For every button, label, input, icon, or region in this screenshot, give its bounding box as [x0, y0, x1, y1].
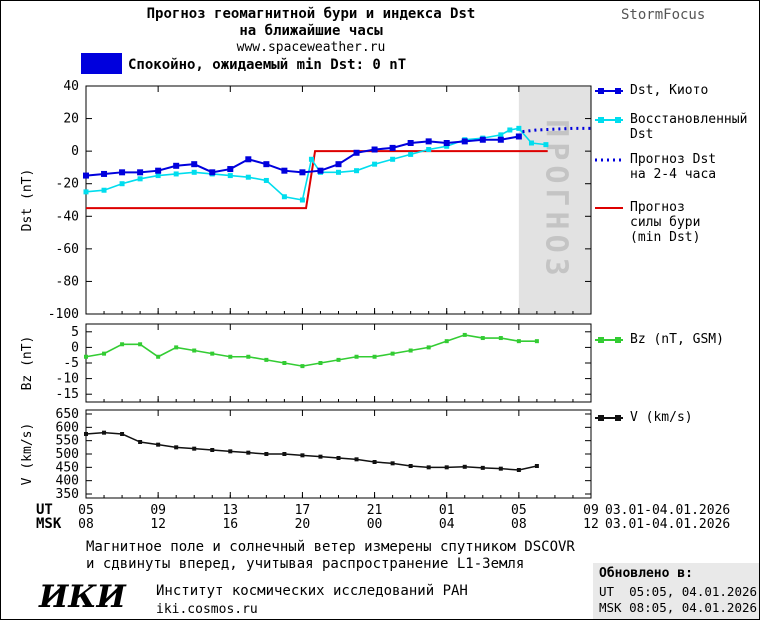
ytick-label: -40	[56, 209, 79, 224]
panel-bz: 50-5-10-15 Bz (nT)	[20, 323, 592, 403]
ytick-label: 40	[63, 79, 79, 94]
msk-hour-label: 08	[78, 517, 94, 532]
ut-row-label: UT	[36, 502, 53, 518]
ytick-label: 550	[56, 434, 79, 449]
legend-swatch-dotted-icon	[595, 158, 623, 162]
ut-hour-label: 09	[150, 503, 166, 518]
legend-item-v: V (km/s)	[594, 410, 759, 425]
footnote-line1: Магнитное поле и солнечный ветер измерен…	[86, 539, 575, 555]
ytick-label: 400	[56, 474, 79, 489]
ut-hour-label: 09	[583, 503, 599, 518]
updated-box: Обновлено в: UT 05:05, 04.01.2026 MSK 08…	[593, 563, 759, 619]
ylabel-v: V (km/s)	[20, 423, 35, 486]
msk-hour-label: 20	[295, 517, 311, 532]
updated-label: Обновлено в:	[599, 566, 693, 581]
msk-hour-label: 04	[439, 517, 455, 532]
series-dst-restored	[83, 125, 549, 203]
legend-item-dst-kyoto: Dst, Киото	[594, 83, 759, 98]
ytick-label: 0	[71, 340, 79, 355]
ut-hour-label: 01	[439, 503, 455, 518]
msk-hour-label: 16	[222, 517, 238, 532]
msk-row-label: MSK	[36, 516, 62, 532]
ut-hour-label: 17	[295, 503, 311, 518]
msk-hour-label: 12	[583, 517, 599, 532]
legend-swatch-squares-icon	[595, 337, 623, 343]
status-text: Спокойно, ожидаемый min Dst: 0 nT	[128, 57, 407, 73]
legend-item-bz: Bz (nT, GSM)	[594, 332, 759, 347]
legend-label: Dst, Киото	[630, 83, 709, 98]
ytick-label: 600	[56, 420, 79, 435]
ytick-label: -15	[56, 387, 79, 402]
ytick-label: 0	[71, 144, 79, 159]
ytick-label: 5	[71, 325, 79, 340]
updated-ut: UT 05:05, 04.01.2026	[599, 584, 758, 599]
series-v	[84, 430, 539, 472]
legend-bz: Bz (nT, GSM)	[594, 332, 759, 361]
ylabel-bz: Bz (nT)	[20, 336, 35, 391]
legend-v: V (km/s)	[594, 410, 759, 439]
ytick-label: -5	[63, 356, 79, 371]
ytick-label: -10	[56, 372, 79, 387]
ytick-label: -80	[56, 274, 79, 289]
updated-msk: MSK 08:05, 04.01.2026	[599, 600, 758, 615]
legend-label: V (km/s)	[630, 410, 693, 425]
legend-swatch-squares-icon	[595, 117, 623, 123]
spaceweather-link[interactable]: www.spaceweather.ru	[236, 40, 386, 55]
ylabel-dst: Dst (nT)	[20, 169, 35, 232]
msk-hour-label: 00	[367, 517, 383, 532]
footnote-line2: и сдвинуты вперед, учитывая распростране…	[86, 556, 525, 572]
series-bz	[84, 332, 539, 369]
ut-hour-label: 05	[511, 503, 527, 518]
chart-subtitle: на ближайшие часы	[239, 23, 383, 39]
legend-swatch-line-icon	[595, 207, 623, 209]
status-color-swatch	[81, 53, 122, 74]
legend-item-dst-restored: Восстановленный Dst	[594, 112, 759, 142]
series-dst-kyoto	[83, 133, 522, 179]
brand-label: StormFocus	[621, 7, 706, 23]
series-storm-forecast	[86, 150, 548, 210]
ytick-label: -20	[56, 177, 79, 192]
msk-hour-label: 12	[150, 517, 166, 532]
ut-hour-label: 13	[222, 503, 238, 518]
legend-swatch-squares-icon	[595, 415, 623, 421]
ytick-label: 20	[63, 112, 79, 127]
legend-item-dst-forecast: Прогноз Dst на 2-4 часа	[594, 152, 759, 182]
ut-hour-label: 05	[78, 503, 94, 518]
panel-border	[85, 409, 592, 499]
legend-label: Bz (nT, GSM)	[630, 332, 724, 347]
legend-label: Восстановленный Dst	[630, 112, 748, 142]
chart-title: Прогноз геомагнитной бури и индекса Dst	[146, 6, 476, 22]
ytick-label: 350	[56, 487, 79, 502]
ytick-label: 650	[56, 407, 79, 422]
panel-border	[85, 323, 592, 403]
legend-label: Прогноз силы бури (min Dst)	[630, 200, 701, 245]
panel-border	[85, 85, 592, 315]
ytick-label: -100	[48, 307, 79, 322]
legend-main: Dst, Киото Восстановленный Dst Прогноз Dst н…	[594, 83, 759, 259]
forecast-band	[518, 87, 591, 313]
msk-date-range: 03.01-04.01.2026	[605, 517, 730, 532]
iki-site-link[interactable]: iki.cosmos.ru	[156, 602, 258, 617]
legend-label: Прогноз Dst на 2-4 часа	[630, 152, 717, 182]
msk-hour-label: 08	[511, 517, 527, 532]
ut-hour-label: 21	[367, 503, 383, 518]
ytick-label: 500	[56, 447, 79, 462]
legend-swatch-squares-icon	[595, 88, 623, 94]
ytick-label: 450	[56, 460, 79, 475]
institute-name: Институт космических исследований РАН	[156, 583, 468, 599]
ytick-label: -60	[56, 242, 79, 257]
iki-logo: ИКИ	[39, 579, 126, 615]
legend-item-storm-forecast: Прогноз силы бури (min Dst)	[594, 200, 759, 245]
ut-date-range: 03.01-04.01.2026	[605, 503, 730, 518]
